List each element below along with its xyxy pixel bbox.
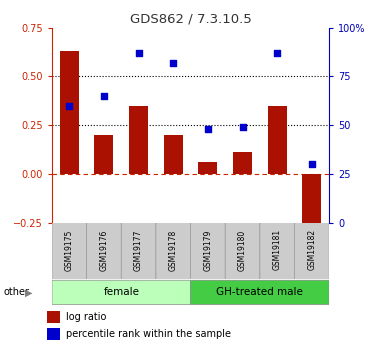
Bar [198, 162, 218, 174]
Bar [302, 174, 321, 232]
FancyBboxPatch shape [156, 223, 191, 279]
FancyBboxPatch shape [52, 280, 191, 305]
Bar [60, 51, 79, 174]
FancyBboxPatch shape [52, 223, 87, 279]
FancyBboxPatch shape [295, 223, 329, 279]
Text: GH-treated male: GH-treated male [216, 287, 303, 297]
Text: female: female [103, 287, 139, 297]
Bar [94, 135, 114, 174]
Text: GSM19177: GSM19177 [134, 229, 143, 271]
Bar [47, 310, 60, 323]
FancyBboxPatch shape [87, 223, 121, 279]
Point [205, 126, 211, 132]
Text: GSM19182: GSM19182 [307, 229, 316, 270]
Text: GSM19178: GSM19178 [169, 229, 178, 270]
FancyBboxPatch shape [260, 223, 295, 279]
Point [274, 50, 280, 56]
FancyBboxPatch shape [225, 223, 260, 279]
Point [136, 50, 142, 56]
Bar [268, 106, 287, 174]
Title: GDS862 / 7.3.10.5: GDS862 / 7.3.10.5 [130, 12, 251, 25]
Point [101, 93, 107, 99]
Text: GSM19176: GSM19176 [99, 229, 109, 271]
Text: percentile rank within the sample: percentile rank within the sample [66, 329, 231, 339]
FancyBboxPatch shape [121, 223, 156, 279]
Bar [233, 152, 252, 174]
Bar [164, 135, 183, 174]
FancyBboxPatch shape [191, 223, 225, 279]
Bar [129, 106, 148, 174]
Point [239, 124, 246, 130]
Text: GSM19179: GSM19179 [203, 229, 213, 271]
Text: GSM19180: GSM19180 [238, 229, 247, 270]
Text: GSM19181: GSM19181 [273, 229, 282, 270]
Point [309, 161, 315, 167]
Point [170, 60, 176, 66]
Text: ▶: ▶ [25, 287, 32, 297]
Text: GSM19175: GSM19175 [65, 229, 74, 271]
Text: other: other [4, 287, 30, 297]
Text: log ratio: log ratio [66, 312, 107, 322]
Point [66, 103, 72, 108]
Bar [47, 328, 60, 340]
FancyBboxPatch shape [191, 280, 329, 305]
